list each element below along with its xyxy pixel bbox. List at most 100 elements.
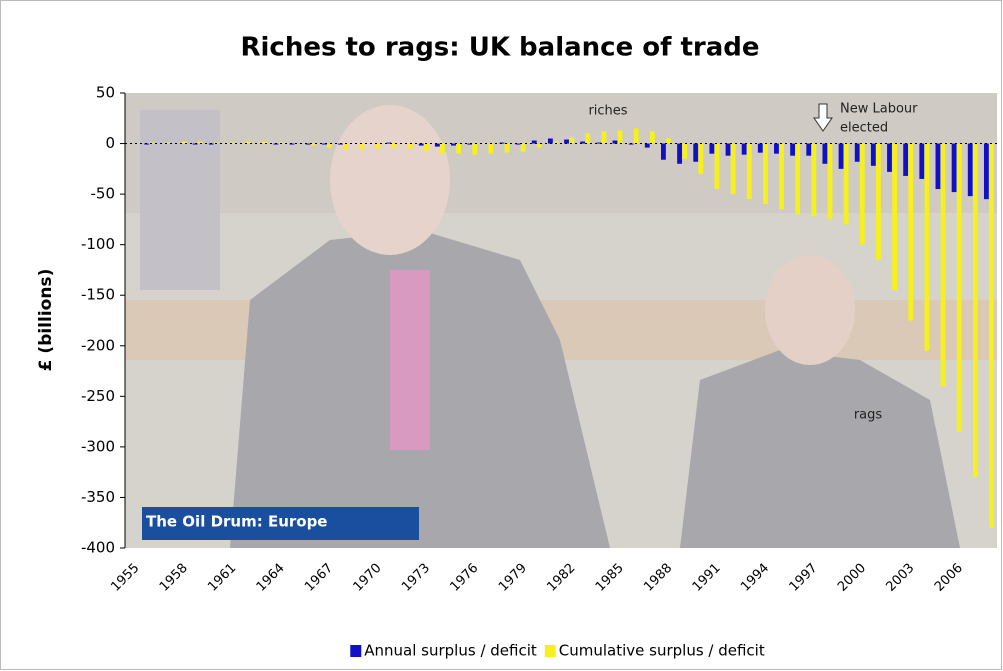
y-tick-label: -400 xyxy=(81,539,115,557)
bar xyxy=(391,143,397,148)
bar xyxy=(919,143,925,179)
bar xyxy=(790,143,796,156)
annotation: rags xyxy=(854,408,883,423)
bar xyxy=(876,143,881,260)
bar xyxy=(262,141,268,144)
bar xyxy=(289,143,295,145)
bar xyxy=(730,143,736,195)
bar xyxy=(451,143,456,146)
bar xyxy=(892,143,898,291)
bar xyxy=(504,143,510,153)
bar xyxy=(326,143,332,148)
bar xyxy=(633,128,639,144)
bar xyxy=(343,143,348,150)
bar xyxy=(644,143,650,148)
bar xyxy=(197,141,203,144)
bar xyxy=(951,143,957,193)
y-tick-label: 0 xyxy=(105,134,115,152)
bar xyxy=(305,143,311,145)
bar xyxy=(714,143,720,190)
y-tick-label: -350 xyxy=(81,488,115,506)
bar xyxy=(827,143,833,220)
background-photo xyxy=(125,93,997,548)
bar xyxy=(709,143,715,154)
bar xyxy=(924,143,930,351)
legend-item: Cumulative surplus / deficit xyxy=(544,642,765,660)
bar xyxy=(407,143,413,149)
bar xyxy=(779,143,784,210)
bar xyxy=(806,143,812,156)
bar xyxy=(515,143,521,145)
bar xyxy=(908,143,914,321)
bar xyxy=(553,141,558,144)
bar xyxy=(843,143,849,225)
legend-swatch xyxy=(350,645,362,657)
arrow xyxy=(813,103,833,132)
bar xyxy=(547,138,553,144)
bar xyxy=(418,143,424,146)
bar xyxy=(192,143,198,145)
bar xyxy=(972,143,978,478)
bar xyxy=(580,141,586,144)
bar xyxy=(666,138,671,144)
bar xyxy=(811,143,817,217)
bar xyxy=(935,143,941,190)
bar xyxy=(596,142,602,144)
bar xyxy=(499,142,505,144)
bar xyxy=(725,143,731,156)
bar xyxy=(488,143,494,154)
bar xyxy=(440,143,445,154)
y-tick-label: -100 xyxy=(81,235,115,253)
bar xyxy=(359,143,365,150)
bar xyxy=(859,143,865,245)
y-axis-label: £ (billions) xyxy=(36,269,56,372)
bar xyxy=(181,141,187,144)
bar xyxy=(310,143,316,146)
bar xyxy=(536,143,542,148)
bar xyxy=(983,143,989,200)
bar xyxy=(677,143,682,164)
annotation: elected xyxy=(840,121,888,136)
chart-title: Riches to rags: UK balance of trade xyxy=(240,33,759,63)
bar xyxy=(967,143,973,197)
bar xyxy=(321,143,327,145)
bar xyxy=(569,137,575,144)
bar xyxy=(660,143,666,160)
bar xyxy=(144,143,150,145)
bar xyxy=(472,143,478,155)
bar xyxy=(612,140,618,144)
bar xyxy=(208,143,214,145)
bar xyxy=(338,143,343,145)
y-tick-label: -300 xyxy=(81,437,115,455)
bar xyxy=(693,143,699,162)
bar xyxy=(467,143,473,145)
bar xyxy=(386,142,392,144)
y-tick-label: -150 xyxy=(81,286,115,304)
bar xyxy=(822,143,828,164)
bar xyxy=(230,142,235,144)
bar xyxy=(165,142,171,144)
bar xyxy=(628,143,634,145)
legend-item: Annual surplus / deficit xyxy=(350,642,537,660)
bar xyxy=(762,143,768,205)
bar xyxy=(746,143,752,200)
bar xyxy=(903,143,909,176)
bar xyxy=(956,143,962,432)
y-tick-label: -50 xyxy=(91,185,116,203)
legend-swatch xyxy=(544,645,556,657)
logo-text: The Oil Drum: Europe xyxy=(146,513,327,531)
bar xyxy=(585,133,591,144)
bar xyxy=(649,131,655,144)
bar xyxy=(682,143,688,159)
bar xyxy=(601,131,607,144)
bar xyxy=(564,139,569,144)
bar xyxy=(887,143,892,172)
bar xyxy=(795,143,801,215)
bar xyxy=(213,142,219,144)
bar xyxy=(617,130,623,144)
annotation: New Labour xyxy=(840,102,918,117)
bar xyxy=(854,143,860,162)
y-tick-label: 50 xyxy=(96,84,115,102)
bar xyxy=(774,143,779,154)
